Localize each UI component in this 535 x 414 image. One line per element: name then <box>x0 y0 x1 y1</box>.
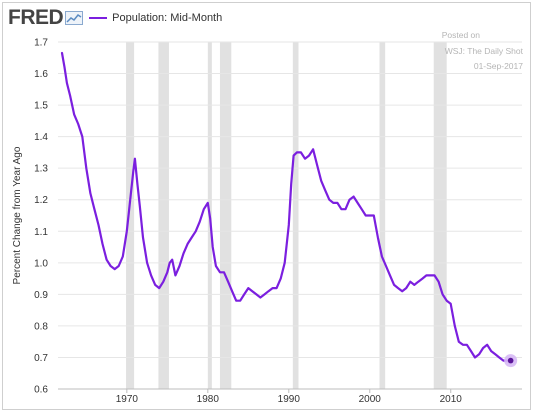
x-tick-label: 1980 <box>197 394 220 405</box>
y-axis: 0.6 0.7 0.8 0.9 1.0 1.1 1.2 1.3 1.4 1.5 1.6 1.7 <box>34 38 48 396</box>
legend-swatch <box>89 17 108 19</box>
fred-logo[interactable]: FRED <box>8 6 64 29</box>
y-tick-label: 1.6 <box>34 69 48 80</box>
recession-shading <box>126 42 447 389</box>
legend: Population: Mid-Month <box>89 12 222 24</box>
recession-band <box>126 42 135 389</box>
recession-band <box>433 42 447 389</box>
y-tick-label: 1.2 <box>34 195 48 206</box>
watermark-line1: Posted on <box>441 30 480 40</box>
y-tick-label: 1.5 <box>34 101 48 112</box>
x-tick-label: 2010 <box>440 394 463 405</box>
fred-chart-icon <box>65 11 84 25</box>
y-tick-label: 1.3 <box>34 164 48 175</box>
x-axis: 1970 1980 1990 2000 2010 <box>116 389 463 405</box>
watermark-line3: 01-Sep-2017 <box>473 61 523 71</box>
recession-band <box>379 42 386 389</box>
y-tick-label: 0.6 <box>34 385 48 396</box>
series-layer <box>60 51 518 368</box>
y-tick-label: 0.9 <box>34 290 48 301</box>
y-tick-label: 1.0 <box>34 258 48 269</box>
watermark-line2: WSJ: The Daily Shot <box>444 46 523 56</box>
chart-header: FRED Population: Mid-Month <box>8 6 222 29</box>
y-axis-title: Percent Change from Year Ago <box>12 146 23 284</box>
x-tick-label: 1970 <box>116 394 139 405</box>
recession-band <box>219 42 232 389</box>
x-tick-label: 1990 <box>278 394 301 405</box>
recession-band <box>158 42 169 389</box>
x-tick-label: 2000 <box>359 394 382 405</box>
series-line[interactable] <box>60 51 512 362</box>
endpoint-marker[interactable] <box>507 357 514 364</box>
y-tick-label: 1.4 <box>34 132 48 143</box>
y-tick-label: 0.7 <box>34 353 48 364</box>
y-tick-label: 0.8 <box>34 321 48 332</box>
y-tick-label: 1.1 <box>34 227 48 238</box>
y-tick-label: 1.7 <box>34 38 48 49</box>
legend-label: Population: Mid-Month <box>112 12 223 24</box>
recession-band <box>292 42 299 389</box>
